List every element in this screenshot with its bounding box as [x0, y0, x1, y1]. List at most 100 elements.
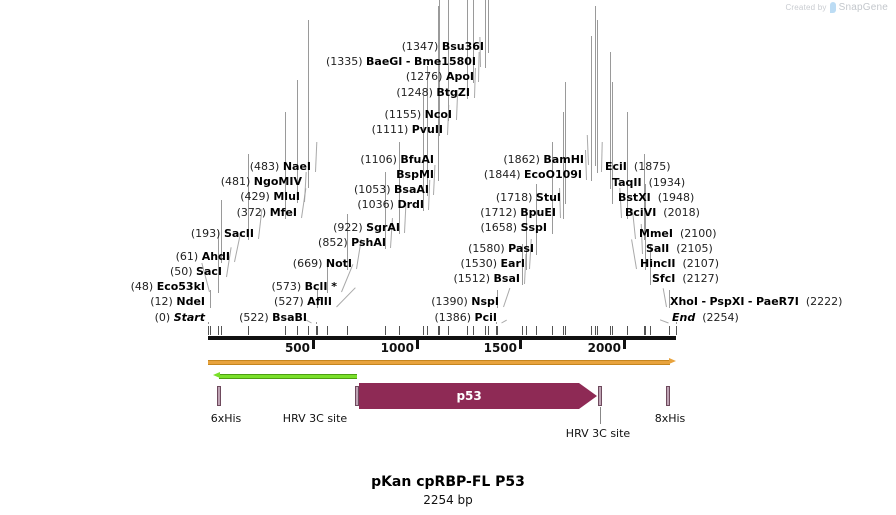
enzyme-label[interactable]: (1390) NspI — [431, 296, 499, 307]
enzyme-label[interactable]: (429) MluI — [240, 191, 300, 202]
enzyme-name: NcoI — [424, 108, 452, 121]
ruler-major-tick — [312, 340, 315, 349]
ruler-site-tick — [327, 326, 328, 335]
green-arrow-head — [213, 372, 221, 378]
enzyme-label[interactable]: (1248) BtgZI — [396, 87, 470, 98]
enzyme-label[interactable]: (922) SgrAI — [333, 222, 400, 233]
enzyme-position: (1111) — [371, 123, 409, 136]
enzyme-label[interactable]: (1036) DrdI — [357, 199, 424, 210]
enzyme-name: SacI — [196, 265, 222, 278]
leader-line — [594, 6, 596, 166]
ruler-major-tick — [623, 340, 626, 349]
enzyme-label[interactable]: (1512) BsaI — [453, 273, 520, 284]
enzyme-position: (1712) — [480, 206, 517, 219]
enzyme-label[interactable]: (1862) BamHI — [503, 154, 584, 165]
enzyme-label[interactable]: TaqII (1934) — [612, 177, 685, 188]
enzyme-label[interactable]: (573) BclI * — [272, 281, 337, 292]
enzyme-name: BclI * — [304, 280, 337, 293]
ruler-site-tick — [210, 326, 211, 335]
enzyme-name: NspI — [471, 295, 499, 308]
tag-marker[interactable] — [217, 386, 222, 406]
leader-line — [485, 0, 487, 68]
enzyme-position: (2105) — [676, 242, 713, 255]
enzyme-label[interactable]: (1276) ApoI — [406, 71, 474, 82]
enzyme-name: BamHI — [543, 153, 584, 166]
enzyme-label[interactable]: XhoI - PspXI - PaeR7I (2222) — [670, 295, 843, 308]
enzyme-label[interactable]: SalI (2105) — [646, 243, 713, 254]
enzyme-label[interactable]: (1155) NcoI — [385, 109, 452, 120]
enzyme-label[interactable]: (852) PshAI — [318, 237, 386, 248]
enzyme-label[interactable]: (481) NgoMIV — [221, 176, 302, 187]
ruler-site-tick — [438, 326, 439, 335]
enzyme-position: (1053) — [353, 183, 391, 196]
enzyme-name: SfcI — [652, 272, 676, 285]
green-feature-arrow[interactable] — [213, 372, 358, 379]
enzyme-label[interactable]: End (2254) — [672, 312, 739, 323]
enzyme-label[interactable]: (483) NaeI — [250, 161, 311, 172]
enzyme-name: NaeI — [282, 160, 311, 173]
watermark-prefix: Created by — [785, 3, 827, 12]
tag-marker[interactable] — [355, 386, 360, 406]
enzyme-position: (1875) — [633, 160, 671, 173]
enzyme-label[interactable]: (1111) PvuII — [372, 124, 443, 135]
enzyme-label[interactable]: EciI (1875) — [605, 161, 670, 172]
enzyme-label[interactable]: (12) NdeI — [150, 296, 205, 307]
leader-line — [208, 322, 209, 324]
leader-line — [487, 0, 489, 53]
enzyme-label[interactable]: (1658) SspI — [480, 222, 547, 233]
enzyme-position: (2107) — [682, 257, 720, 270]
enzyme-position: (1036) — [357, 198, 394, 211]
enzyme-label[interactable]: (669) NotI — [293, 258, 352, 269]
enzyme-label[interactable]: HincII (2107) — [640, 258, 719, 269]
ruler-site-tick — [597, 326, 598, 335]
enzyme-label[interactable]: (61) AhdI — [176, 251, 230, 262]
enzyme-label[interactable]: SfcI (2127) — [652, 273, 719, 284]
ruler-tick-label: 2000 — [587, 341, 621, 355]
enzyme-label[interactable]: (1718) StuI — [496, 192, 561, 203]
enzyme-position: (1862) — [503, 153, 540, 166]
green-arrow-shaft — [219, 374, 358, 379]
ruler-site-tick — [496, 326, 497, 335]
enzyme-label[interactable]: (1347) Bsu36I — [402, 41, 484, 52]
ruler-site-tick — [316, 326, 317, 335]
enzyme-name: NdeI — [176, 295, 205, 308]
enzyme-label[interactable]: (48) Eco53kI — [131, 281, 205, 292]
enzyme-label[interactable]: (1053) BsaAI — [354, 184, 429, 195]
leader-line — [210, 290, 212, 308]
enzyme-label[interactable]: (50) SacI — [170, 266, 222, 277]
p53-cds-arrow[interactable]: p53 — [358, 383, 598, 409]
enzyme-label[interactable]: (522) BsaBI — [239, 312, 307, 323]
enzyme-label[interactable]: (372) MfeI — [237, 207, 297, 218]
tag-label: 8xHis — [654, 412, 686, 425]
enzyme-position: (2100) — [679, 227, 717, 240]
enzyme-label[interactable]: (1335) BaeGI - Bme1580I — [325, 55, 476, 68]
enzyme-label[interactable]: (1530) EarI — [460, 258, 525, 269]
ruler-site-tick — [423, 326, 424, 335]
enzyme-label[interactable]: (1580) PasI — [468, 243, 534, 254]
leader-line — [586, 135, 589, 166]
backbone-orange-arrow[interactable] — [208, 358, 676, 365]
ruler-site-tick — [439, 326, 440, 335]
enzyme-label[interactable]: (1712) BpuEI — [480, 207, 556, 218]
enzyme-label[interactable]: (193) SacII — [191, 228, 254, 239]
p53-arrow-head — [579, 383, 598, 409]
enzyme-label[interactable]: MmeI (2100) — [639, 228, 717, 239]
tag-marker[interactable] — [598, 386, 603, 406]
enzyme-label[interactable]: (527) AflII — [274, 296, 332, 307]
enzyme-label[interactable]: (0) Start — [155, 312, 205, 323]
leader-line — [503, 287, 511, 308]
enzyme-position: (372) — [236, 206, 267, 219]
ruler-site-tick — [317, 326, 318, 335]
enzyme-label[interactable]: (1106) BfuAI — [360, 154, 434, 165]
tag-marker[interactable] — [665, 386, 670, 406]
enzyme-position: (481) — [220, 175, 251, 188]
enzyme-name: BpuEI — [520, 206, 556, 219]
enzyme-label[interactable]: BstXI (1948) — [618, 192, 694, 203]
enzyme-label[interactable]: BciVI (2018) — [625, 207, 700, 218]
enzyme-label[interactable]: (1844) EcoO109I — [484, 169, 582, 180]
enzyme-label[interactable]: BspMI — [396, 169, 434, 180]
ruler-site-tick — [297, 326, 298, 335]
ruler-site-tick — [488, 326, 489, 335]
enzyme-label[interactable]: (1386) PciI — [434, 312, 497, 323]
